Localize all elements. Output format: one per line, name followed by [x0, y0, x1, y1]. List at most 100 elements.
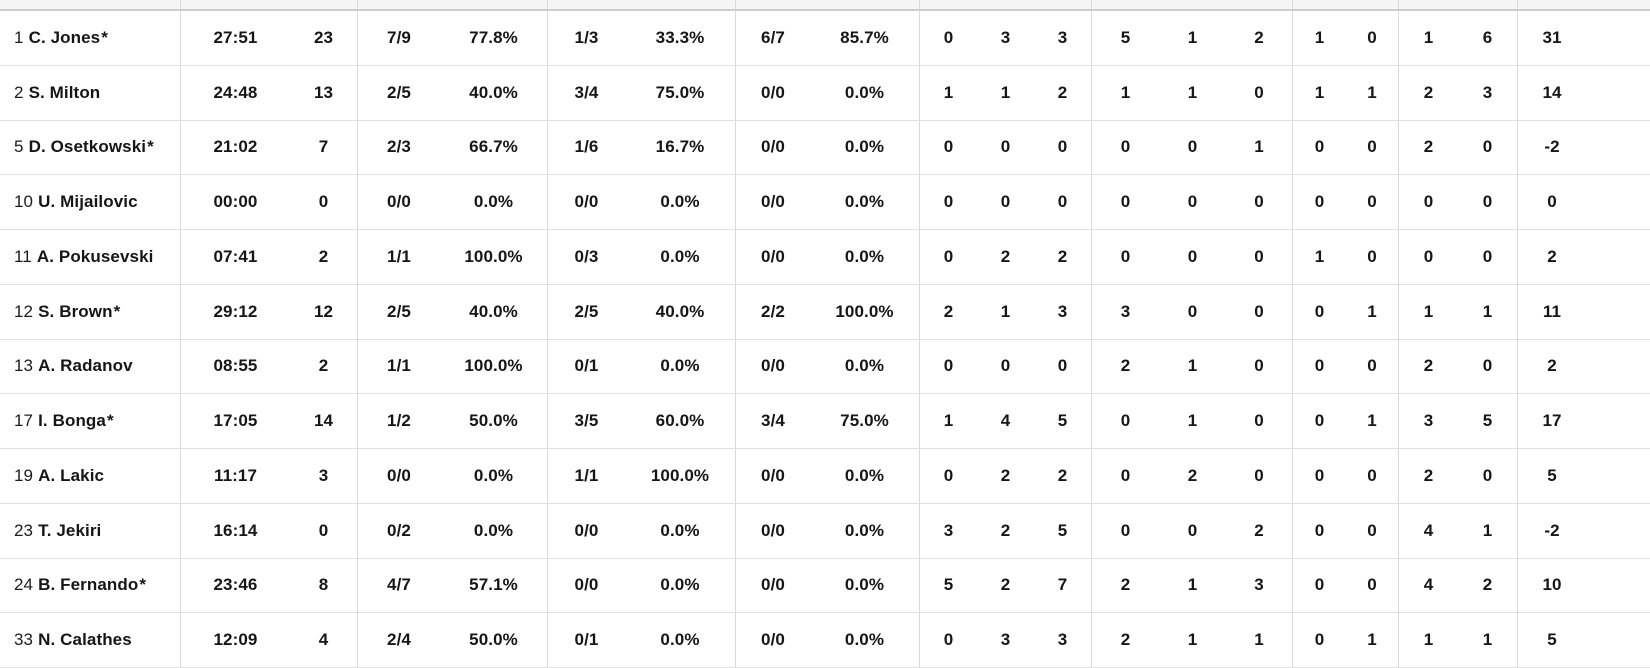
stat-3fg-pct: 0.0% — [625, 613, 736, 667]
stat-3fg: 1/3 — [574, 27, 599, 47]
stat-2fg: 0/2 — [387, 520, 411, 540]
player-name: B. Fernando — [38, 575, 139, 595]
table-row: 11 A. Pokusevski 07:41 2 1/1 100.0% 0/3 … — [0, 230, 1650, 285]
row-spacer — [1586, 230, 1650, 284]
stat-3fg-pct: 0.0% — [625, 558, 736, 613]
stat-pir: 2 — [1547, 356, 1557, 376]
stat-tov: 0 — [1226, 449, 1293, 503]
row-spacer — [1586, 613, 1650, 667]
stat-3fg-pct: 0.0% — [625, 230, 736, 284]
stat-pir: -2 — [1544, 520, 1560, 540]
player-cell: 5 D. Osetkowski * — [0, 120, 181, 175]
row-spacer — [1586, 121, 1650, 175]
player-cell: 13 A. Radanov — [0, 339, 181, 394]
stat-reb: 3 — [1034, 284, 1092, 339]
stat-3fg-pct: 60.0% — [625, 394, 736, 448]
stat-oreb: 5 — [943, 575, 954, 595]
stat-blk-fv: 0 — [1314, 465, 1325, 485]
stat-blk-ag: 0 — [1346, 175, 1399, 229]
stat-stl: 0 — [1187, 192, 1198, 212]
stat-blk-ag: 0 — [1346, 11, 1399, 65]
stat-2fg-pct: 0.0% — [440, 449, 548, 503]
player-name: D. Osetkowski — [28, 137, 147, 157]
stat-stl: 1 — [1187, 356, 1198, 376]
stat-foul-cm: 3 — [1423, 411, 1434, 431]
player-cell: 2 S. Milton — [0, 65, 181, 120]
stat-2fg: 0/0 — [387, 465, 411, 485]
stat-blk-fv: 0 — [1314, 192, 1325, 212]
stat-ast: 1 — [1120, 82, 1131, 102]
player-cell: 24 B. Fernando * — [0, 558, 181, 613]
row-spacer — [1586, 504, 1650, 558]
header-player-cell — [0, 0, 181, 9]
stat-3fg-pct: 0.0% — [625, 175, 736, 229]
stat-reb: 3 — [1034, 613, 1092, 667]
table-header-sliver — [0, 0, 1650, 11]
stat-foul-rv: 3 — [1458, 65, 1518, 120]
stat-dreb: 1 — [1000, 301, 1011, 321]
stat-foul-rv: 2 — [1458, 558, 1518, 613]
stat-blk-fv: 0 — [1314, 356, 1325, 376]
stat-pir: 11 — [1542, 301, 1562, 321]
player-name: T. Jekiri — [38, 520, 102, 540]
stat-3fg-pct: 40.0% — [625, 284, 736, 339]
stat-tov: 0 — [1226, 284, 1293, 339]
player-name: A. Lakic — [38, 465, 105, 485]
stat-min: 24:48 — [213, 82, 258, 102]
stat-ast: 0 — [1120, 411, 1131, 431]
stat-stl: 0 — [1187, 520, 1198, 540]
table-row: 24 B. Fernando * 23:46 8 4/7 57.1% 0/0 0… — [0, 558, 1650, 614]
player-cell: 12 S. Brown * — [0, 284, 181, 339]
stat-dreb: 0 — [1000, 137, 1011, 157]
stat-2fg-pct: 50.0% — [440, 394, 548, 448]
stat-foul-cm: 2 — [1423, 137, 1434, 157]
stat-tov: 0 — [1226, 230, 1293, 284]
stat-stl: 1 — [1187, 575, 1198, 595]
stat-stl: 1 — [1187, 411, 1198, 431]
starter-mark: * — [113, 301, 121, 321]
stat-oreb: 3 — [943, 520, 954, 540]
player-number: 13 — [14, 356, 34, 376]
row-spacer — [1586, 11, 1650, 65]
stat-pir: 5 — [1547, 630, 1557, 650]
stat-pir: 14 — [1542, 82, 1562, 102]
stat-reb: 2 — [1034, 449, 1092, 503]
stat-dreb: 2 — [1000, 575, 1011, 595]
stat-tov: 2 — [1226, 11, 1293, 65]
player-cell: 33 N. Calathes — [0, 613, 181, 667]
stat-blk-fv: 0 — [1314, 301, 1325, 321]
stat-foul-cm: 1 — [1423, 27, 1434, 47]
stat-stl: 1 — [1187, 630, 1198, 650]
stat-min: 12:09 — [213, 630, 258, 650]
stat-2fg-pct: 50.0% — [440, 613, 548, 667]
stat-foul-rv: 5 — [1458, 394, 1518, 448]
stat-ft: 0/0 — [761, 82, 785, 102]
player-name: A. Radanov — [38, 356, 133, 376]
table-row: 2 S. Milton 24:48 13 2/5 40.0% 3/4 75.0%… — [0, 65, 1650, 121]
stat-reb: 0 — [1034, 339, 1092, 394]
stat-pts: 2 — [290, 230, 358, 284]
table-row: 19 A. Lakic 11:17 3 0/0 0.0% 1/1 100.0% … — [0, 449, 1650, 504]
player-number: 10 — [14, 192, 34, 212]
stat-foul-cm: 2 — [1423, 465, 1434, 485]
stat-foul-rv: 1 — [1458, 284, 1518, 339]
stat-foul-rv: 6 — [1458, 11, 1518, 65]
player-number: 23 — [14, 520, 34, 540]
stat-pts: 3 — [290, 449, 358, 503]
stat-ast: 3 — [1120, 301, 1131, 321]
stat-oreb: 2 — [943, 301, 954, 321]
stat-pts: 2 — [290, 339, 358, 394]
stat-3fg-pct: 0.0% — [625, 339, 736, 394]
stat-ft: 0/0 — [761, 465, 785, 485]
stat-3fg-pct: 33.3% — [625, 11, 736, 65]
stat-2fg-pct: 40.0% — [440, 65, 548, 120]
stat-min: 07:41 — [213, 246, 258, 266]
stat-ft-pct: 0.0% — [810, 230, 920, 284]
stat-foul-rv: 1 — [1458, 503, 1518, 558]
starter-mark: * — [139, 575, 147, 595]
player-name: C. Jones — [28, 27, 101, 47]
stat-blk-fv: 1 — [1314, 27, 1325, 47]
stat-pir: 10 — [1542, 575, 1562, 595]
table-row: 5 D. Osetkowski * 21:02 7 2/3 66.7% 1/6 … — [0, 120, 1650, 176]
stat-dreb: 2 — [1000, 465, 1011, 485]
